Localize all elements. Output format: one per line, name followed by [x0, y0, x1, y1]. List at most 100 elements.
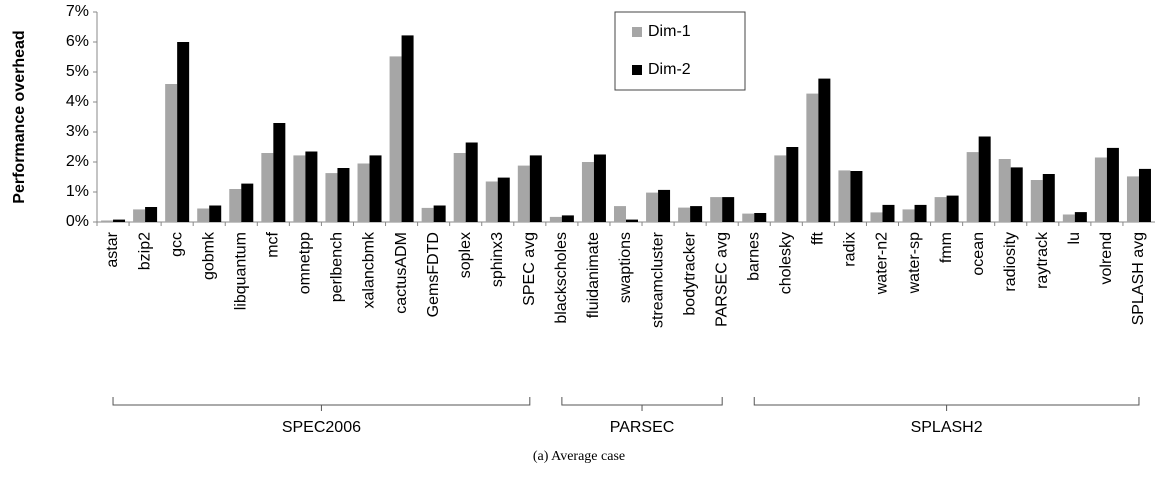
bar — [1106, 147, 1119, 222]
bar — [165, 84, 178, 222]
group-brace — [112, 397, 531, 411]
bar — [1062, 214, 1075, 222]
x-tick-label: GemsFDTD — [425, 232, 442, 317]
x-tick-label: fmm — [938, 232, 955, 263]
bar — [357, 163, 370, 222]
y-tick-label: 5% — [66, 63, 89, 80]
x-tick-label: gobmk — [200, 231, 217, 280]
legend-label: Dim-2 — [648, 61, 691, 78]
x-tick-label: cholesky — [778, 232, 795, 294]
bar — [549, 216, 562, 222]
bar — [465, 142, 478, 222]
bar — [914, 204, 927, 222]
bar — [742, 213, 755, 222]
group-label: SPLASH2 — [911, 419, 983, 436]
x-tick-label: lu — [1066, 232, 1083, 244]
group-label: SPEC2006 — [282, 419, 361, 436]
bar — [626, 219, 638, 222]
bar — [369, 155, 382, 222]
bar — [453, 153, 466, 222]
bar — [305, 151, 318, 222]
bar — [870, 212, 883, 222]
bar — [581, 162, 594, 222]
bar — [209, 205, 222, 222]
bar — [389, 56, 402, 223]
x-tick-label: libquantum — [232, 232, 249, 310]
bar — [1094, 157, 1107, 222]
bar — [561, 215, 574, 222]
y-tick-label: 6% — [66, 33, 89, 50]
bar — [529, 155, 542, 222]
y-tick-label: 1% — [66, 183, 89, 200]
legend-box — [614, 11, 746, 91]
bar — [850, 171, 863, 222]
bar — [838, 170, 851, 222]
x-tick-label: perlbench — [329, 232, 346, 302]
x-tick-label: PARSEC avg — [713, 232, 730, 327]
x-tick-label: SPEC avg — [521, 232, 538, 306]
bar — [177, 42, 190, 222]
bar — [710, 197, 723, 222]
bar — [1074, 212, 1087, 222]
y-tick-label: 0% — [66, 213, 89, 230]
x-tick-label: soplex — [457, 232, 474, 278]
y-tick-label: 4% — [66, 93, 89, 110]
bar — [1010, 167, 1023, 222]
bar — [273, 123, 286, 222]
legend-swatch — [632, 27, 642, 37]
bar — [934, 197, 947, 222]
bar — [786, 147, 799, 222]
legend-label: Dim-1 — [648, 23, 691, 40]
bar — [754, 213, 767, 222]
x-tick-label: blackscholes — [553, 232, 570, 324]
x-tick-label: SPLASH avg — [1130, 232, 1147, 325]
y-tick-label: 2% — [66, 153, 89, 170]
x-tick-label: omnetpp — [297, 232, 314, 294]
x-tick-label: swaptions — [617, 232, 634, 303]
bar — [678, 207, 691, 222]
bar — [293, 155, 306, 222]
bar — [1126, 176, 1139, 222]
bar — [946, 195, 959, 222]
bar — [806, 93, 819, 222]
bar — [978, 136, 991, 222]
bar — [966, 152, 979, 222]
x-tick-label: ocean — [970, 232, 987, 276]
bar — [197, 208, 210, 222]
group-brace — [561, 397, 723, 411]
x-tick-label: water-sp — [906, 232, 923, 294]
y-axis-label: Performance overhead — [11, 30, 28, 203]
group-label: PARSEC — [610, 419, 675, 436]
bar — [337, 168, 350, 222]
bar — [497, 177, 510, 222]
bar — [145, 207, 158, 222]
bar — [101, 220, 114, 222]
x-tick-label: radiosity — [1002, 232, 1019, 292]
bar — [882, 204, 895, 222]
bar — [902, 209, 915, 222]
x-tick-label: cactusADM — [393, 232, 410, 314]
x-tick-label: gcc — [168, 232, 185, 257]
bar — [241, 183, 254, 222]
x-tick-label: streamcluster — [649, 231, 666, 328]
bar — [646, 192, 659, 222]
x-tick-label: water-n2 — [874, 232, 891, 295]
x-tick-label: volrend — [1098, 232, 1115, 284]
bar — [774, 155, 787, 222]
caption: (a) Average case — [533, 449, 625, 464]
bar — [433, 205, 446, 222]
x-tick-label: barnes — [745, 232, 762, 281]
group-brace — [753, 397, 1140, 411]
x-tick-label: fluidanimate — [585, 232, 602, 318]
bar — [1138, 168, 1151, 222]
x-tick-label: bodytracker — [681, 231, 698, 315]
x-tick-label: astar — [104, 231, 121, 267]
x-tick-label: sphinx3 — [489, 232, 506, 287]
bar — [1042, 174, 1055, 222]
x-tick-label: xalancbmk — [361, 231, 378, 308]
bar — [517, 165, 530, 222]
y-tick-label: 7% — [66, 3, 89, 20]
x-tick-label: raytrack — [1034, 231, 1051, 289]
x-tick-label: mcf — [265, 231, 282, 257]
bar — [113, 219, 126, 222]
